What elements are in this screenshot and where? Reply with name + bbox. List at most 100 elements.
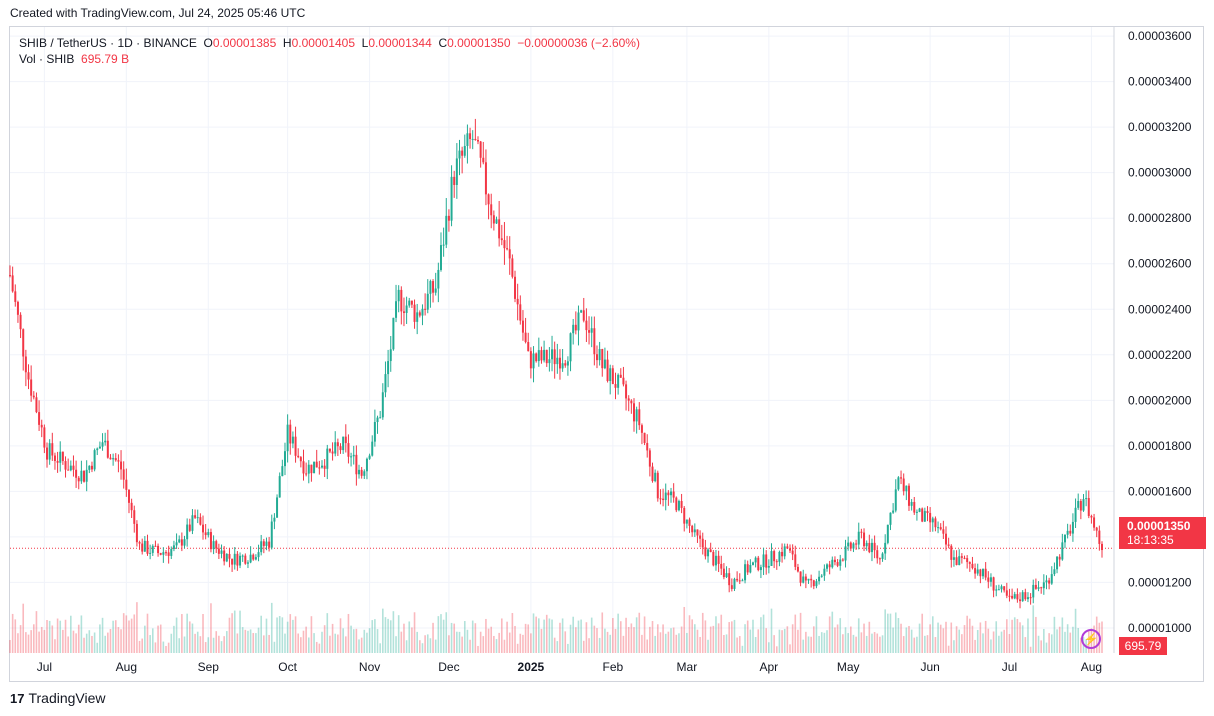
candle-body xyxy=(96,448,99,451)
volume-bar xyxy=(540,628,543,653)
volume-bar xyxy=(794,614,797,653)
volume-bar xyxy=(926,635,929,653)
candle-body xyxy=(789,548,791,551)
time-tick-label: Aug xyxy=(1081,660,1102,674)
price-tick-label: 0.00003400 xyxy=(1128,75,1192,89)
candle-body xyxy=(474,138,477,141)
candle-body xyxy=(974,568,977,574)
candle-body xyxy=(1063,534,1066,543)
volume-bar xyxy=(715,616,717,653)
volume-bar xyxy=(226,631,228,653)
volume-bar xyxy=(543,619,545,653)
volume-bar xyxy=(408,621,411,653)
candle-body xyxy=(328,448,331,452)
candle-body xyxy=(1008,595,1011,597)
volume-bar xyxy=(178,638,181,653)
price-tick-label: 0.00002600 xyxy=(1128,257,1192,271)
candle-body xyxy=(64,461,67,470)
volume-bar xyxy=(633,627,635,653)
volume-bar xyxy=(818,635,820,653)
volume-bar xyxy=(255,633,257,653)
volume-bar xyxy=(257,627,260,653)
volume-bar xyxy=(664,633,667,653)
candle-body xyxy=(765,554,768,568)
candle-body xyxy=(268,541,271,548)
volume-bar xyxy=(564,631,567,653)
brand-name: TradingView xyxy=(28,690,106,706)
volume-bar xyxy=(675,634,678,653)
candle-body xyxy=(849,542,852,549)
volume-bar xyxy=(704,620,707,653)
candle-body xyxy=(989,577,992,582)
volume-bar xyxy=(231,613,233,653)
candle-body xyxy=(410,300,413,305)
candle-body xyxy=(373,422,376,442)
volume-bar xyxy=(979,622,982,653)
volume-bar xyxy=(1037,635,1040,653)
volume-bar xyxy=(157,625,159,653)
volume-bar xyxy=(244,629,247,653)
volume-bar xyxy=(498,632,500,653)
close-key: C xyxy=(438,36,448,50)
candle-body xyxy=(680,501,683,508)
candle-body xyxy=(352,454,355,457)
volume-bar xyxy=(773,635,775,653)
volume-bar xyxy=(487,628,490,653)
candle-body xyxy=(241,555,244,557)
volume-bar xyxy=(538,618,540,653)
candle-body xyxy=(392,317,395,350)
candle-body xyxy=(402,311,405,313)
candle-body xyxy=(439,245,442,270)
volume-bar xyxy=(879,636,881,653)
candle-body xyxy=(688,519,691,526)
volume-bar xyxy=(448,635,450,653)
volume-bar xyxy=(857,618,860,653)
volume-bar xyxy=(871,633,873,653)
candle-body xyxy=(691,525,694,533)
candle-body xyxy=(220,550,223,554)
lightning-icon[interactable]: ⚡ xyxy=(1081,629,1101,649)
candle-body xyxy=(294,436,297,456)
volume-bar xyxy=(202,614,204,653)
candle-body xyxy=(905,485,908,492)
candle-body xyxy=(183,539,186,546)
volume-bar xyxy=(162,641,165,653)
volume-bar xyxy=(535,616,537,653)
volume-bar xyxy=(159,624,162,653)
candle-body xyxy=(577,312,580,331)
candle-body xyxy=(273,517,276,522)
volume-label[interactable]: Vol · SHIB xyxy=(19,52,75,66)
candle-body xyxy=(810,578,813,581)
candle-body xyxy=(1082,499,1085,511)
symbol-label[interactable]: SHIB / TetherUS · 1D · BINANCE xyxy=(19,36,197,50)
candle-body xyxy=(1101,543,1103,551)
candle-body xyxy=(215,541,218,549)
volume-bar xyxy=(820,632,823,653)
volume-bar xyxy=(403,623,405,653)
candle-body xyxy=(246,562,249,564)
candle-body xyxy=(408,300,411,306)
volume-bar xyxy=(950,622,953,653)
volume-bar xyxy=(331,623,334,653)
volume-bar xyxy=(458,631,461,653)
volume-bar xyxy=(984,620,987,653)
candle-body xyxy=(640,425,643,433)
candle-body xyxy=(170,549,173,556)
candle-body xyxy=(355,454,358,475)
volume-bar xyxy=(826,630,828,653)
candle-body xyxy=(466,133,469,146)
volume-bar xyxy=(723,635,725,653)
chart-frame[interactable] xyxy=(9,26,1204,682)
volume-bar xyxy=(982,633,984,653)
chart-legend: SHIB / TetherUS · 1D · BINANCE O0.000013… xyxy=(19,35,640,67)
candle-body xyxy=(342,436,345,451)
candle-body xyxy=(646,442,649,451)
volume-bar xyxy=(752,619,754,653)
tradingview-footer[interactable]: 17 TradingView xyxy=(10,690,106,706)
volume-bar xyxy=(627,627,630,653)
candle-body xyxy=(416,312,419,322)
candle-body xyxy=(952,557,955,560)
candle-body xyxy=(778,551,781,562)
grid xyxy=(10,27,1115,653)
